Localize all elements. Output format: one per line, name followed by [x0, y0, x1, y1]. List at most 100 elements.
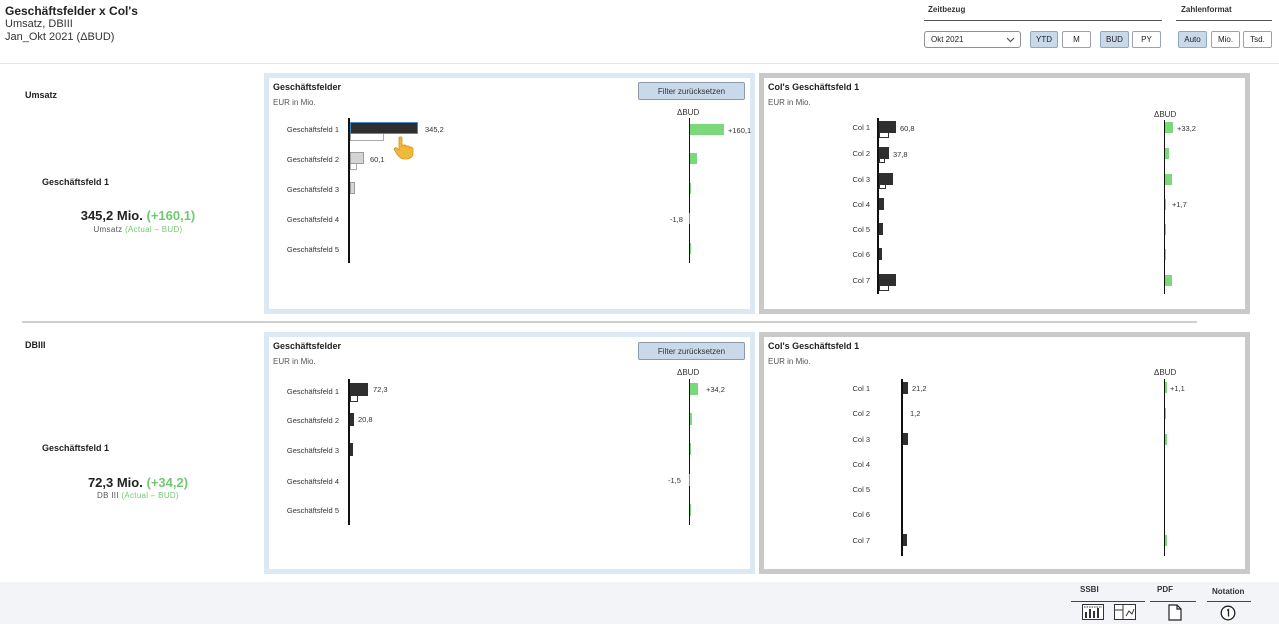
kpi-value-umsatz: 345,2 Mio. (+160,1)	[40, 208, 236, 223]
budget-outline	[879, 133, 889, 138]
value-bar[interactable]	[903, 534, 907, 546]
category-label[interactable]: Col 2	[852, 149, 870, 158]
delta-bar-positive[interactable]	[1165, 275, 1172, 286]
filter-reset-button[interactable]: Filter zurücksetzen	[638, 82, 745, 100]
budget-outline	[350, 134, 384, 141]
auto-button[interactable]: Auto	[1178, 31, 1207, 48]
category-label[interactable]: Geschäftsfeld 5	[286, 245, 339, 254]
filter-reset-button[interactable]: Filter zurücksetzen	[638, 342, 745, 360]
category-label[interactable]: Geschäftsfeld 3	[286, 185, 339, 194]
delta-label: +1,7	[1172, 200, 1187, 209]
ytd-button[interactable]: YTD	[1030, 31, 1058, 48]
pdf-divider	[1150, 601, 1196, 602]
category-label[interactable]: Col 5	[852, 485, 870, 494]
delta-bar-positive[interactable]	[1165, 434, 1167, 445]
chevron-down-icon	[1006, 37, 1015, 43]
delta-bar-positive[interactable]	[690, 124, 724, 135]
value-bar[interactable]	[350, 122, 418, 134]
category-label[interactable]: Geschäftsfeld 5	[286, 506, 339, 515]
delta-bar-positive[interactable]	[1165, 535, 1167, 546]
bar-chart-icon[interactable]	[1082, 604, 1104, 620]
info-icon[interactable]	[1220, 605, 1236, 621]
value-label: 21,2	[912, 384, 927, 393]
delta-bar-positive[interactable]	[1165, 174, 1172, 185]
delta-bar-positive[interactable]	[690, 504, 691, 516]
value-bar[interactable]	[350, 152, 364, 164]
delta-bar-positive[interactable]	[690, 243, 691, 254]
delta-bar-positive[interactable]	[1165, 249, 1166, 260]
panel-unit: EUR in Mio.	[273, 357, 316, 366]
value-bar[interactable]	[879, 248, 882, 260]
month-select[interactable]: Okt 2021	[924, 31, 1021, 48]
month-button[interactable]: M	[1062, 31, 1091, 48]
delta-bar-positive[interactable]	[690, 443, 691, 455]
delta-label: -1,5	[668, 476, 681, 485]
category-label[interactable]: Geschäftsfeld 1	[286, 387, 339, 396]
value-bar[interactable]	[350, 383, 368, 396]
delta-axis	[1164, 379, 1165, 556]
value-bar[interactable]	[879, 198, 884, 210]
category-label[interactable]: Col 7	[852, 536, 870, 545]
category-label[interactable]: Geschäftsfeld 1	[286, 125, 339, 134]
delta-bar-positive[interactable]	[1165, 199, 1166, 210]
category-label[interactable]: Col 2	[852, 409, 870, 418]
delta-bar-positive[interactable]	[1165, 408, 1166, 419]
category-label[interactable]: Col 1	[852, 123, 870, 132]
mio-button[interactable]: Mio.	[1211, 31, 1240, 48]
delta-bar-positive[interactable]	[1165, 122, 1173, 133]
value-bar[interactable]	[879, 274, 896, 286]
panel-title: Col's Geschäftsfeld 1	[768, 82, 860, 92]
category-label[interactable]: Col 6	[852, 250, 870, 259]
value-bar[interactable]	[350, 413, 354, 426]
value-bar[interactable]	[879, 147, 889, 159]
kpi-sub-delta: (Actual – BUD)	[121, 491, 179, 500]
category-label[interactable]: Col 7	[852, 276, 870, 285]
cols-panel-umsatz[interactable]: Col's Geschäftsfeld 1 EUR in Mio. ΔBUD C…	[759, 73, 1250, 314]
category-label[interactable]: Geschäftsfeld 4	[286, 477, 339, 486]
category-label[interactable]: Col 6	[852, 510, 870, 519]
category-label[interactable]: Col 3	[852, 435, 870, 444]
value-bar[interactable]	[879, 223, 883, 235]
category-label[interactable]: Col 3	[852, 175, 870, 184]
category-label[interactable]: Geschäftsfeld 2	[286, 416, 339, 425]
budget-outline	[350, 396, 358, 402]
delta-bar-negative[interactable]	[689, 474, 690, 486]
layout-icon[interactable]	[1114, 604, 1136, 620]
delta-bar-positive[interactable]	[690, 383, 698, 395]
kpi-sub-delta: (Actual – BUD)	[124, 225, 183, 234]
value-bar[interactable]	[903, 433, 908, 445]
bud-button[interactable]: BUD	[1100, 31, 1129, 48]
cols-panel-dbiii[interactable]: Col's Geschäftsfeld 1 EUR in Mio. ΔBUD C…	[759, 332, 1250, 574]
budget-outline	[879, 159, 885, 163]
delta-bar-positive[interactable]	[1165, 224, 1166, 235]
section-divider	[22, 321, 1197, 323]
value-bar[interactable]	[879, 121, 896, 133]
category-label[interactable]: Geschäftsfeld 2	[286, 155, 339, 164]
geschaeftsfelder-panel-dbiii[interactable]: Geschäftsfelder EUR in Mio. Filter zurüc…	[264, 332, 755, 574]
panel-title: Geschäftsfelder	[273, 82, 342, 92]
delta-label: +160,1	[728, 126, 752, 135]
tsd-button[interactable]: Tsd.	[1243, 31, 1272, 48]
kpi-value: 72,3 Mio.	[87, 475, 143, 490]
delta-bar-positive[interactable]	[690, 183, 691, 194]
value-bar[interactable]	[350, 443, 353, 456]
kpi-sub-prefix: Umsatz	[93, 225, 123, 234]
value-bar[interactable]	[879, 173, 893, 185]
notation-label: Notation	[1212, 587, 1245, 596]
delta-bar-negative[interactable]	[689, 213, 690, 224]
category-label[interactable]: Col 5	[852, 225, 870, 234]
delta-bar-positive[interactable]	[1165, 148, 1169, 159]
category-label[interactable]: Col 4	[852, 460, 870, 469]
document-icon[interactable]	[1168, 604, 1182, 621]
delta-bar-positive[interactable]	[690, 413, 692, 425]
value-bar[interactable]	[350, 182, 355, 194]
category-label[interactable]: Geschäftsfeld 3	[286, 446, 339, 455]
geschaeftsfelder-panel-umsatz[interactable]: Geschäftsfelder EUR in Mio. Filter zurüc…	[264, 73, 755, 314]
delta-bar-positive[interactable]	[690, 153, 697, 164]
category-label[interactable]: Col 1	[852, 384, 870, 393]
py-button[interactable]: PY	[1132, 31, 1161, 48]
category-label[interactable]: Geschäftsfeld 4	[286, 215, 339, 224]
delta-bar-positive[interactable]	[1165, 382, 1167, 393]
category-label[interactable]: Col 4	[852, 200, 870, 209]
value-bar[interactable]	[903, 382, 908, 394]
